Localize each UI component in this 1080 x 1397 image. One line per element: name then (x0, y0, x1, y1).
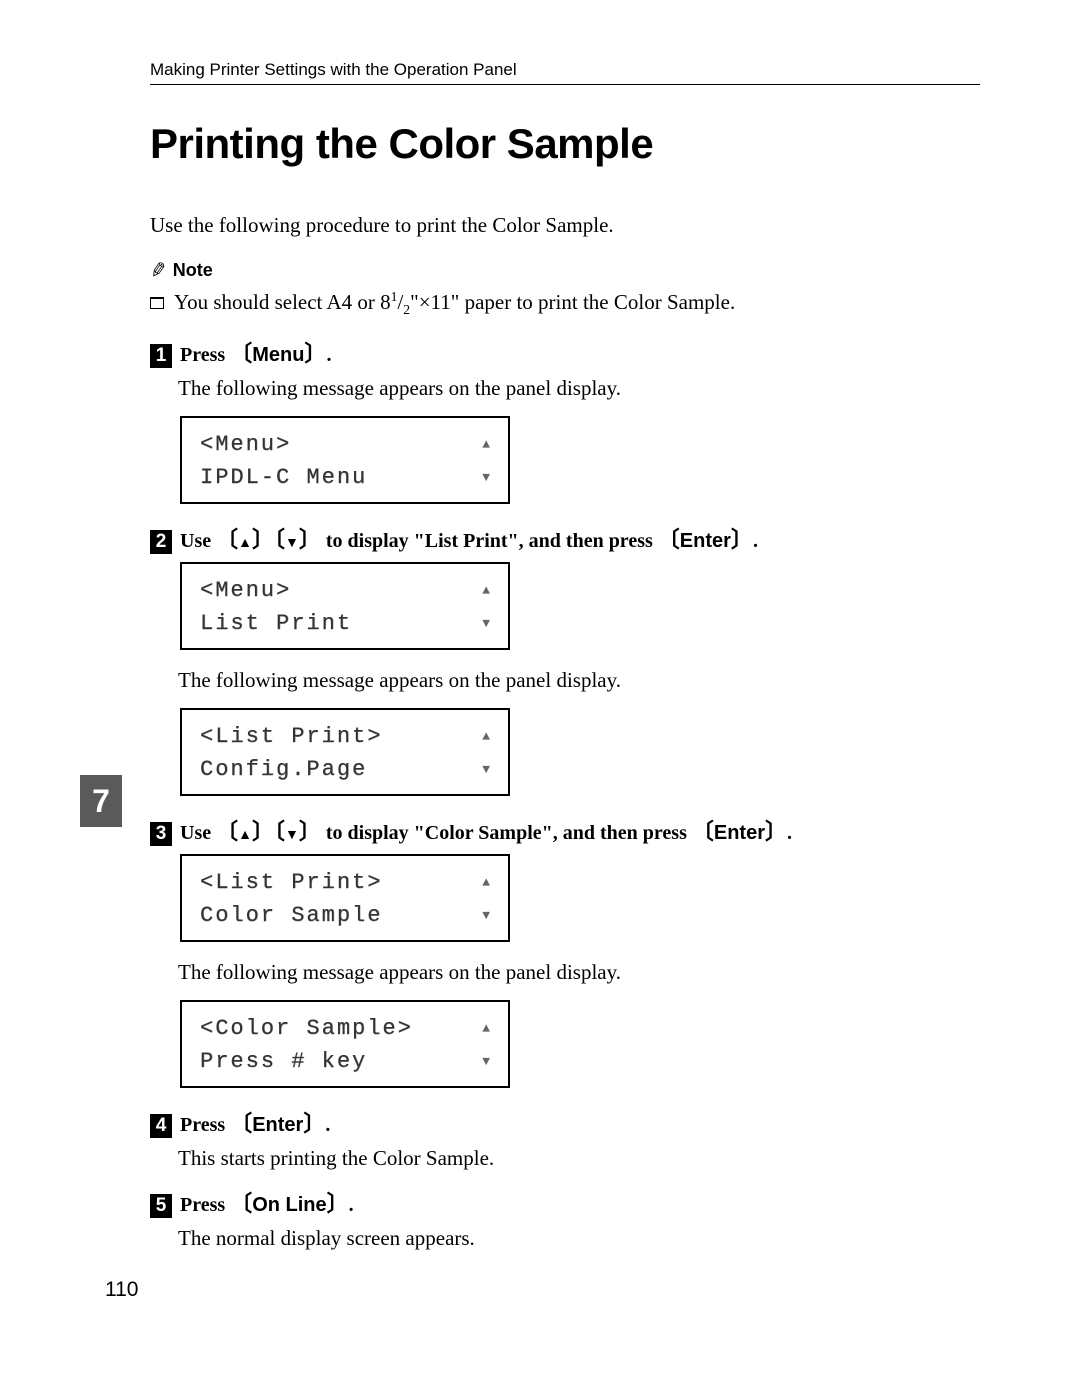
step-4-instruction: Press 〔Enter〕. (180, 1106, 330, 1138)
lcd-up-arrow-icon: ▲ (482, 1019, 490, 1039)
step-2-prefix: Use (180, 530, 216, 552)
note-header: ✎ Note (150, 258, 980, 283)
lcd-up-arrow-icon: ▲ (482, 435, 490, 455)
step-1-body: The following message appears on the pan… (178, 376, 980, 401)
lcd-down-arrow-icon: ▼ (482, 468, 490, 488)
step-4: 4 Press 〔Enter〕. This starts printing th… (150, 1106, 980, 1171)
step-5-instruction: Press 〔On Line〕. (180, 1186, 354, 1218)
step-2-body: The following message appears on the pan… (178, 668, 980, 693)
menu-key-label: Menu (252, 344, 304, 366)
lcd-2a-line1: <Menu> (200, 574, 291, 607)
step-3-suffix: . (787, 822, 792, 844)
lcd-2a-line2: List Print (200, 607, 352, 640)
enter-key-label: Enter (252, 1114, 303, 1136)
step-number-1: 1 (150, 344, 172, 368)
lcd-3b-line2: Press # key (200, 1045, 367, 1078)
lcd-3a-line2: Color Sample (200, 899, 382, 932)
lcd-display-3b: <Color Sample> ▲ Press # key ▼ (180, 1000, 510, 1088)
lcd-down-arrow-icon: ▼ (482, 614, 490, 634)
page-title: Printing the Color Sample (150, 120, 980, 168)
lcd-2b-line1: <List Print> (200, 720, 382, 753)
step-number-2: 2 (150, 530, 172, 554)
up-arrow-key-icon: ▲ (238, 826, 252, 842)
step-5-body: The normal display screen appears. (178, 1226, 980, 1251)
step-4-suffix: . (325, 1114, 330, 1136)
lcd-up-arrow-icon: ▲ (482, 873, 490, 893)
note-text: You should select A4 or 81/2"×11" paper … (174, 289, 735, 318)
step-5: 5 Press 〔On Line〕. The normal display sc… (150, 1186, 980, 1251)
step-3: 3 Use 〔▲〕〔▼〕 to display "Color Sample", … (150, 814, 980, 1088)
step-number-4: 4 (150, 1114, 172, 1138)
down-arrow-key-icon: ▼ (285, 826, 299, 842)
lcd-up-arrow-icon: ▲ (482, 727, 490, 747)
pencil-icon: ✎ (148, 257, 169, 285)
lcd-down-arrow-icon: ▼ (482, 906, 490, 926)
step-3-body: The following message appears on the pan… (178, 960, 980, 985)
step-3-instruction: Use 〔▲〕〔▼〕 to display "Color Sample", an… (180, 814, 792, 846)
note-label: Note (173, 260, 213, 281)
step-5-suffix: . (349, 1194, 354, 1216)
step-2-instruction: Use 〔▲〕〔▼〕 to display "List Print", and … (180, 522, 758, 554)
step-3-mid: to display "Color Sample", and then pres… (321, 822, 692, 844)
note-text-suffix: "×11" paper to print the Color Sample. (410, 290, 735, 314)
step-4-body: This starts printing the Color Sample. (178, 1146, 980, 1171)
step-2: 2 Use 〔▲〕〔▼〕 to display "List Print", an… (150, 522, 980, 796)
step-1-prefix: Press (180, 344, 230, 366)
lcd-display-2a: <Menu> ▲ List Print ▼ (180, 562, 510, 650)
step-2-suffix: . (753, 530, 758, 552)
down-arrow-key-icon: ▼ (285, 534, 299, 550)
step-3-prefix: Use (180, 822, 216, 844)
step-1-instruction: Press 〔Menu〕. (180, 336, 331, 368)
step-1: 1 Press 〔Menu〕. The following message ap… (150, 336, 980, 504)
step-number-5: 5 (150, 1194, 172, 1218)
page-number: 110 (105, 1278, 138, 1302)
lcd-down-arrow-icon: ▼ (482, 1052, 490, 1072)
lcd-1-line1: <Menu> (200, 428, 291, 461)
lcd-display-2b: <List Print> ▲ Config.Page ▼ (180, 708, 510, 796)
step-4-prefix: Press (180, 1114, 230, 1136)
lcd-up-arrow-icon: ▲ (482, 581, 490, 601)
running-head: Making Printer Settings with the Operati… (150, 60, 980, 85)
step-5-prefix: Press (180, 1194, 230, 1216)
lcd-3a-line1: <List Print> (200, 866, 382, 899)
step-1-suffix: . (326, 344, 331, 366)
intro-paragraph: Use the following procedure to print the… (150, 213, 980, 238)
step-number-3: 3 (150, 822, 172, 846)
section-tab: 7 (80, 775, 122, 827)
online-key-label: On Line (252, 1194, 326, 1216)
lcd-1-line2: IPDL-C Menu (200, 461, 367, 494)
up-arrow-key-icon: ▲ (238, 534, 252, 550)
lcd-display-3a: <List Print> ▲ Color Sample ▼ (180, 854, 510, 942)
note-body: You should select A4 or 81/2"×11" paper … (150, 289, 980, 318)
step-2-mid: to display "List Print", and then press (321, 530, 658, 552)
enter-key-label: Enter (714, 822, 765, 844)
lcd-2b-line2: Config.Page (200, 753, 367, 786)
note-text-prefix: You should select A4 or 8 (174, 290, 391, 314)
enter-key-label: Enter (680, 530, 731, 552)
bullet-icon (150, 297, 164, 309)
lcd-down-arrow-icon: ▼ (482, 760, 490, 780)
lcd-3b-line1: <Color Sample> (200, 1012, 413, 1045)
lcd-display-1: <Menu> ▲ IPDL-C Menu ▼ (180, 416, 510, 504)
